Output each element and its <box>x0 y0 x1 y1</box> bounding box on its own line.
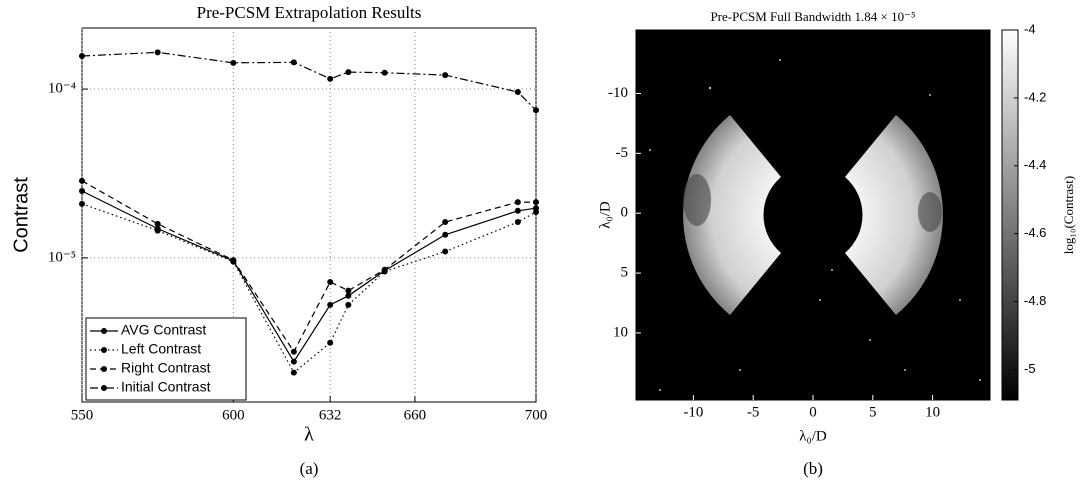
chart-title: Pre-PCSM Full Bandwidth 1.84 × 10⁻⁵ <box>710 9 915 24</box>
y-axis-label: Contrast <box>10 177 32 253</box>
colorbar <box>1001 29 1019 401</box>
data-point <box>345 287 352 294</box>
caption: (b) <box>803 459 823 478</box>
data-point <box>327 301 334 308</box>
data-point <box>327 278 334 285</box>
y-axis-label: λ₀/D <box>597 201 613 229</box>
colorbar-tick-label: -5 <box>1024 361 1036 376</box>
data-point <box>230 59 237 66</box>
y-tick-label: -10 <box>608 85 628 101</box>
left-dark-hole-region <box>683 115 781 315</box>
data-point <box>290 358 297 365</box>
y-tick-label: 10⁻⁵ <box>48 249 76 265</box>
data-point <box>345 292 352 299</box>
data-point <box>533 199 539 206</box>
colorbar-tick-label: -4.2 <box>1024 89 1046 104</box>
series-line <box>81 203 537 374</box>
data-point <box>514 219 521 226</box>
data-point <box>442 219 449 226</box>
data-point <box>514 199 521 206</box>
x-tick-label: 5 <box>869 404 877 420</box>
legend-label: AVG Contrast <box>121 322 206 338</box>
legend-label: Left Contrast <box>121 341 201 357</box>
x-tick-label: 632 <box>319 407 342 423</box>
legend-marker <box>101 347 107 353</box>
x-axis-label: λ <box>304 424 314 446</box>
x-tick-label: 600 <box>222 407 245 423</box>
colorbar-tick-label: -4 <box>1024 21 1036 36</box>
legend-label: Right Contrast <box>121 360 211 376</box>
series-line <box>81 51 537 111</box>
data-point <box>327 75 334 82</box>
colorbar-tick-label: -4.4 <box>1024 157 1046 172</box>
colorbar-tick-label: -4.8 <box>1024 293 1046 308</box>
data-point <box>79 187 85 194</box>
data-point <box>154 227 161 234</box>
x-tick-label: 660 <box>404 407 427 423</box>
data-point <box>79 177 85 184</box>
data-point <box>381 266 388 273</box>
panel-a: Pre-PCSM Extrapolation Results λ Contras… <box>10 3 547 478</box>
speckle <box>683 174 711 226</box>
data-point <box>290 348 297 355</box>
right-dark-hole-region <box>845 115 943 315</box>
legend-label: Initial Contrast <box>121 379 211 395</box>
colorbar-tick-label: -4.6 <box>1024 225 1046 240</box>
data-point <box>442 248 449 255</box>
data-point <box>154 49 161 56</box>
data-point <box>533 107 539 114</box>
x-tick-label: -5 <box>747 404 760 420</box>
legend-marker <box>101 328 107 334</box>
data-point <box>290 369 297 376</box>
panel-b: Pre-PCSM Full Bandwidth 1.84 × 10⁻⁵ λ₀/D… <box>597 9 1076 478</box>
data-point <box>381 69 388 76</box>
data-point <box>514 89 521 96</box>
data-point <box>345 301 352 308</box>
y-tick-label: 10⁻⁴ <box>48 80 76 96</box>
x-tick-label: 550 <box>71 407 94 423</box>
data-point <box>442 231 449 238</box>
stars <box>649 59 981 391</box>
data-point <box>230 257 237 264</box>
x-tick-label: 10 <box>925 404 940 420</box>
colorbar-label: log₁₀(Contrast) <box>1061 176 1076 254</box>
caption: (a) <box>300 459 319 478</box>
data-point <box>533 208 539 215</box>
data-point <box>290 59 297 66</box>
data-point <box>79 52 85 59</box>
legend-marker <box>101 385 107 391</box>
legend-marker <box>101 366 107 372</box>
x-axis-label: λ₀/D <box>799 428 827 444</box>
speckle <box>918 192 942 232</box>
x-tick-label: 0 <box>809 404 817 420</box>
chart-title: Pre-PCSM Extrapolation Results <box>197 3 422 22</box>
y-tick-label: -5 <box>616 145 629 161</box>
legend-box <box>85 317 247 401</box>
data-point <box>154 220 161 227</box>
y-tick-label: 5 <box>621 265 629 281</box>
data-point <box>442 72 449 79</box>
data-point <box>514 207 521 214</box>
data-point <box>345 69 352 76</box>
x-tick-label: 700 <box>525 407 548 423</box>
x-tick-label: -10 <box>683 404 703 420</box>
series-line <box>81 190 537 363</box>
data-point <box>327 339 334 346</box>
data-point <box>79 200 85 207</box>
y-tick-label: 0 <box>621 205 629 221</box>
y-tick-label: 10 <box>613 324 628 340</box>
